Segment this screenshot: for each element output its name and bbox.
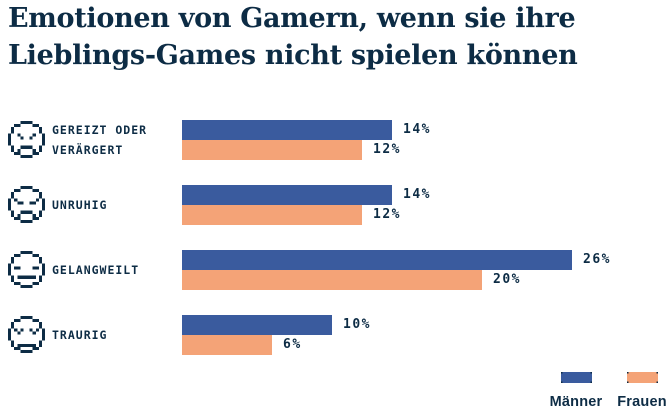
- bar-frauen: [182, 140, 362, 160]
- chart-title: Emotionen von Gamern, wenn sie ihre Liebl…: [8, 0, 648, 74]
- chart-row: GEREIZT ODER VERÄRGERT 14% 12%: [0, 120, 670, 160]
- angry-face-icon: [8, 121, 45, 158]
- sad-face-icon: [8, 316, 45, 353]
- category-label: TRAURIG: [52, 315, 180, 355]
- bar-frauen: [182, 205, 362, 225]
- bar-maenner: [182, 315, 332, 335]
- category-label: UNRUHIG: [52, 185, 180, 225]
- chart-title-line2: Lieblings-Games nicht spielen können: [8, 40, 578, 71]
- category-label-line: GEREIZT ODER: [52, 123, 148, 137]
- value-label-maenner: 10%: [343, 317, 371, 332]
- legend-swatch-icon: [626, 372, 658, 383]
- category-label-line: GELANGWEILT: [52, 263, 140, 277]
- legend-swatch-icon: [560, 372, 592, 383]
- value-label-frauen: 12%: [373, 142, 401, 157]
- bar-maenner: [182, 185, 392, 205]
- value-label-frauen: 12%: [373, 207, 401, 222]
- category-label-line: VERÄRGERT: [52, 143, 124, 157]
- category-label: GELANGWEILT: [52, 250, 180, 290]
- chart-row: GELANGWEILT 26% 20%: [0, 250, 670, 290]
- chart-row: TRAURIG 10% 6%: [0, 315, 670, 355]
- chart-row: UNRUHIG 14% 12%: [0, 185, 670, 225]
- legend-label: Frauen: [617, 394, 667, 410]
- value-label-maenner: 26%: [583, 252, 611, 267]
- legend-label: Männer: [549, 394, 603, 410]
- value-label-frauen: 6%: [283, 337, 302, 352]
- bar-maenner: [182, 120, 392, 140]
- bar-frauen: [182, 335, 272, 355]
- legend: Männer Frauen: [545, 372, 670, 410]
- category-label-line: UNRUHIG: [52, 198, 108, 212]
- bar-maenner: [182, 250, 572, 270]
- bar-frauen: [182, 270, 482, 290]
- category-label-line: TRAURIG: [52, 328, 108, 342]
- anxious-face-icon: [8, 186, 45, 223]
- legend-item: Frauen: [611, 372, 670, 410]
- value-label-frauen: 20%: [493, 272, 521, 287]
- legend-item: Männer: [545, 372, 607, 410]
- value-label-maenner: 14%: [403, 122, 431, 137]
- value-label-maenner: 14%: [403, 187, 431, 202]
- chart-title-line1: Emotionen von Gamern, wenn sie ihre: [8, 3, 576, 34]
- category-label: GEREIZT ODER VERÄRGERT: [52, 120, 180, 160]
- bored-face-icon: [8, 251, 45, 288]
